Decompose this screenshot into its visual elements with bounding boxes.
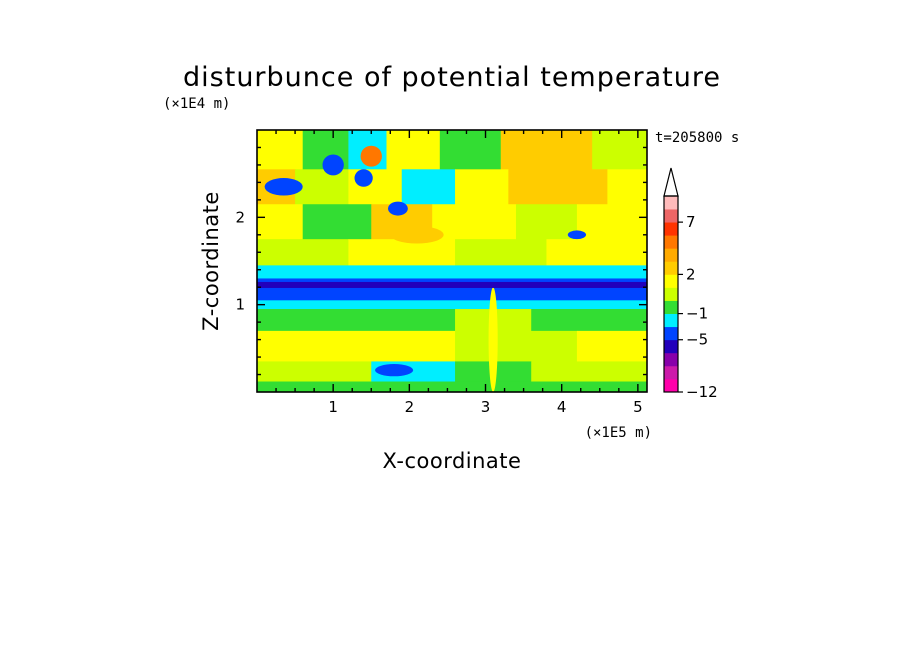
contour-cell bbox=[354, 169, 373, 187]
colorbar-swatch bbox=[664, 209, 678, 223]
contour-band bbox=[455, 330, 578, 362]
contour-band bbox=[257, 239, 349, 266]
x-tick-label: 2 bbox=[405, 398, 415, 416]
contour-band bbox=[500, 130, 593, 170]
x-axis: 1 2 3 4 5 bbox=[275, 130, 643, 416]
contour-band bbox=[257, 330, 456, 362]
contour-band bbox=[386, 130, 441, 170]
colorbar-swatch bbox=[664, 365, 678, 380]
y-axis: 12 bbox=[235, 146, 647, 376]
colorbar-swatch bbox=[664, 248, 678, 262]
colorbar-frame bbox=[663, 195, 679, 393]
plot-frame bbox=[256, 129, 648, 393]
contour-band bbox=[295, 169, 349, 205]
contour-band bbox=[439, 130, 502, 170]
x-tick-label: 5 bbox=[633, 398, 643, 416]
colorbar-label: −5 bbox=[686, 331, 708, 349]
colorbar-extend-arrow bbox=[663, 167, 679, 197]
contour-cell bbox=[264, 178, 303, 196]
x-tick-label: 3 bbox=[481, 398, 491, 416]
contour-band bbox=[257, 204, 304, 240]
contour-band bbox=[531, 309, 647, 332]
y-unit-label: (×1E4 m) bbox=[163, 96, 230, 112]
contour-band bbox=[257, 278, 647, 301]
contour-band bbox=[432, 204, 517, 240]
colorbar-label: −1 bbox=[686, 305, 708, 323]
colorbar-swatch bbox=[664, 378, 678, 393]
colorbar-swatch bbox=[664, 222, 678, 236]
colorbar: 7 2 −1 −5 −12 bbox=[663, 167, 718, 401]
y-tick-label: 1 bbox=[235, 296, 245, 314]
contour-band bbox=[455, 169, 509, 205]
contour-core bbox=[257, 281, 647, 288]
colorbar-swatch bbox=[664, 287, 678, 301]
x-tick-label: 4 bbox=[557, 398, 567, 416]
contour-band bbox=[257, 300, 647, 310]
contour-band bbox=[592, 130, 647, 170]
contour-band bbox=[508, 169, 608, 205]
colorbar-swatch bbox=[664, 235, 678, 249]
contour-band bbox=[257, 361, 372, 383]
colorbar-swatch bbox=[664, 274, 678, 288]
contour-cell bbox=[360, 145, 382, 167]
contour-cell bbox=[567, 230, 587, 240]
contour-cell bbox=[375, 364, 414, 377]
colorbar-swatch bbox=[664, 313, 678, 328]
contour-band bbox=[576, 330, 647, 362]
contour-band bbox=[302, 204, 372, 240]
x-unit-label: (×1E5 m) bbox=[585, 425, 652, 441]
contour-cell bbox=[390, 226, 444, 244]
contour-band bbox=[515, 204, 578, 240]
contour-band bbox=[401, 169, 456, 205]
contour-band bbox=[576, 204, 647, 240]
contour-band bbox=[257, 309, 456, 332]
chart-title: disturbunce of potential temperature bbox=[183, 62, 721, 93]
contour-band bbox=[607, 169, 647, 205]
x-axis-label: X-coordinate bbox=[383, 449, 522, 473]
colorbar-label: −12 bbox=[686, 383, 718, 401]
contour-band bbox=[257, 130, 304, 170]
colorbar-swatch bbox=[664, 326, 678, 341]
colorbar-label: 7 bbox=[686, 213, 696, 231]
contour-cell bbox=[388, 201, 408, 216]
contour-band bbox=[455, 239, 547, 266]
colorbar-swatch bbox=[664, 300, 678, 314]
contour-band bbox=[348, 239, 456, 266]
colorbar-swatch bbox=[664, 352, 678, 367]
y-axis-label: Z-coordinate bbox=[199, 191, 223, 331]
contour-band bbox=[531, 361, 647, 383]
colorbar-label: 2 bbox=[686, 265, 696, 283]
contour-cell bbox=[322, 154, 344, 176]
colorbar-swatch bbox=[664, 196, 678, 210]
x-tick-label: 1 bbox=[328, 398, 338, 416]
contour-band bbox=[257, 265, 647, 279]
colorbar-swatch bbox=[664, 339, 678, 354]
colorbar-swatch bbox=[664, 261, 678, 275]
time-label: t=205800 s bbox=[655, 130, 739, 146]
contour-cell bbox=[488, 287, 498, 392]
contour-field bbox=[257, 130, 647, 392]
y-tick-label: 2 bbox=[235, 208, 245, 226]
contour-band bbox=[257, 381, 647, 392]
contour-band bbox=[546, 239, 647, 266]
